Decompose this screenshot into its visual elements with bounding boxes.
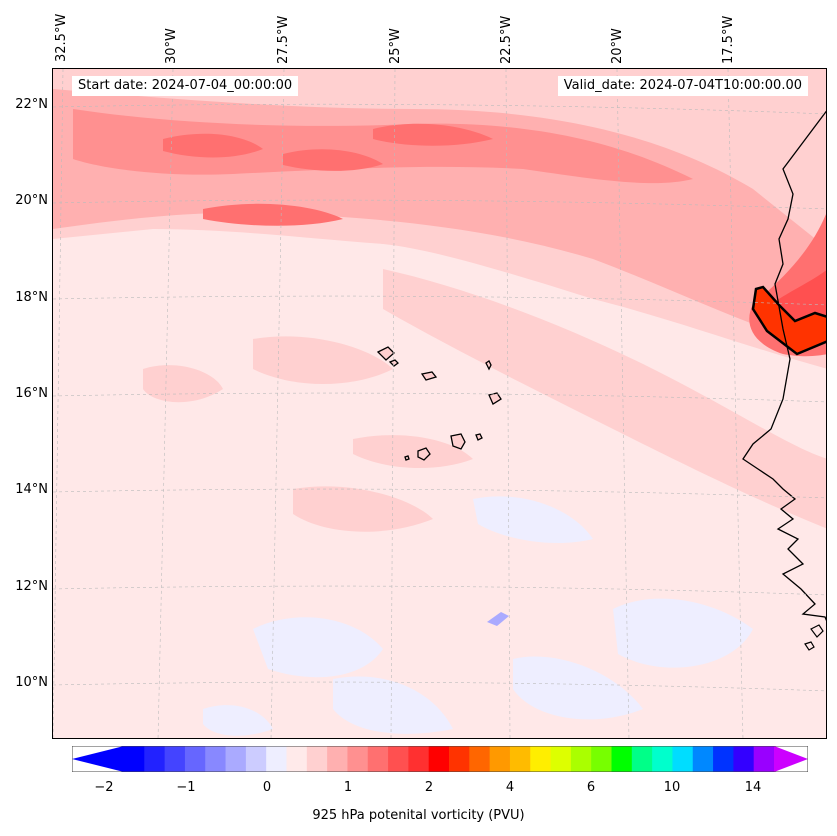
colorbar-under-arrow — [72, 746, 124, 772]
lat-label-4: 16°N — [15, 386, 48, 401]
cb-tick-9: 14 — [744, 780, 762, 795]
lat-label-6: 12°N — [15, 579, 48, 594]
colorbar-segment — [428, 746, 450, 772]
pv-core — [753, 287, 826, 354]
pv-band-light-3 — [143, 336, 473, 532]
colorbar-segment — [306, 746, 328, 772]
colorbar-segment — [245, 746, 267, 772]
lat-label-7: 10°N — [15, 675, 48, 690]
pv-negative-patches — [203, 496, 753, 736]
colorbar-segment — [469, 746, 491, 772]
africa-coastline — [742, 110, 826, 621]
cb-tick-4: 1 — [343, 780, 353, 795]
cape-verde-islands — [376, 346, 502, 461]
colorbar-segment — [570, 746, 592, 772]
lat-label-5: 14°N — [15, 482, 48, 497]
colorbar-segment — [753, 746, 775, 772]
colorbar-over-arrow — [774, 746, 808, 772]
cb-tick-2: −1 — [176, 780, 196, 795]
colorbar-segments — [124, 746, 775, 772]
pv-band-medium-2 — [73, 109, 693, 184]
lat-label-2: 20°N — [15, 193, 48, 208]
colorbar-segment — [611, 746, 633, 772]
colorbar-segment — [347, 746, 369, 772]
colorbar-segment — [449, 746, 470, 772]
colorbar-segment — [144, 746, 166, 772]
colorbar-segment — [631, 746, 653, 772]
start-date-label: Start date: 2024-07-04_00:00:00 — [72, 76, 299, 96]
africa-islands — [804, 624, 824, 651]
cb-tick-6: 4 — [505, 780, 515, 795]
valid-date-label: Valid_date: 2024-07-04T10:00:00.00 — [557, 76, 808, 96]
colorbar-segment — [591, 746, 612, 772]
pv-blue-spot-2 — [487, 612, 509, 626]
colorbar-segment — [713, 746, 734, 772]
colorbar-segment — [225, 746, 247, 772]
colorbar-segment — [489, 746, 511, 772]
colorbar-segment — [530, 746, 552, 772]
pv-contour — [751, 285, 826, 356]
cb-tick-3: 0 — [262, 780, 272, 795]
colorbar-segment — [733, 746, 755, 772]
colorbar-segment — [205, 746, 227, 772]
lat-label-1: 22°N — [15, 97, 48, 112]
colorbar-segment — [327, 746, 348, 772]
cb-tick-7: 6 — [586, 780, 596, 795]
colorbar-segment — [388, 746, 409, 772]
pv-band-light-2 — [383, 269, 826, 529]
map-panel — [52, 68, 827, 739]
colorbar — [72, 746, 808, 772]
cb-tick-8: 10 — [663, 780, 681, 795]
colorbar-segment — [164, 746, 186, 772]
colorbar-segment — [408, 746, 430, 772]
colorbar-segment — [550, 746, 572, 772]
colorbar-segment — [367, 746, 389, 772]
colorbar-segment — [672, 746, 694, 772]
cb-tick-1: −2 — [94, 780, 114, 795]
graticule — [53, 69, 826, 738]
colorbar-segment — [184, 746, 206, 772]
colorbar-segment — [286, 746, 308, 772]
lat-label-3: 18°N — [15, 290, 48, 305]
pv-band-streaks — [163, 123, 493, 226]
colorbar-label: 925 hPa potenital vorticity (PVU) — [312, 808, 525, 823]
cb-tick-5: 2 — [424, 780, 434, 795]
colorbar-segment — [692, 746, 714, 772]
colorbar-segment — [124, 746, 145, 772]
colorbar-segment — [509, 746, 531, 772]
colorbar-segment — [652, 746, 673, 772]
pv-field-map — [53, 69, 826, 738]
colorbar-segment — [266, 746, 287, 772]
